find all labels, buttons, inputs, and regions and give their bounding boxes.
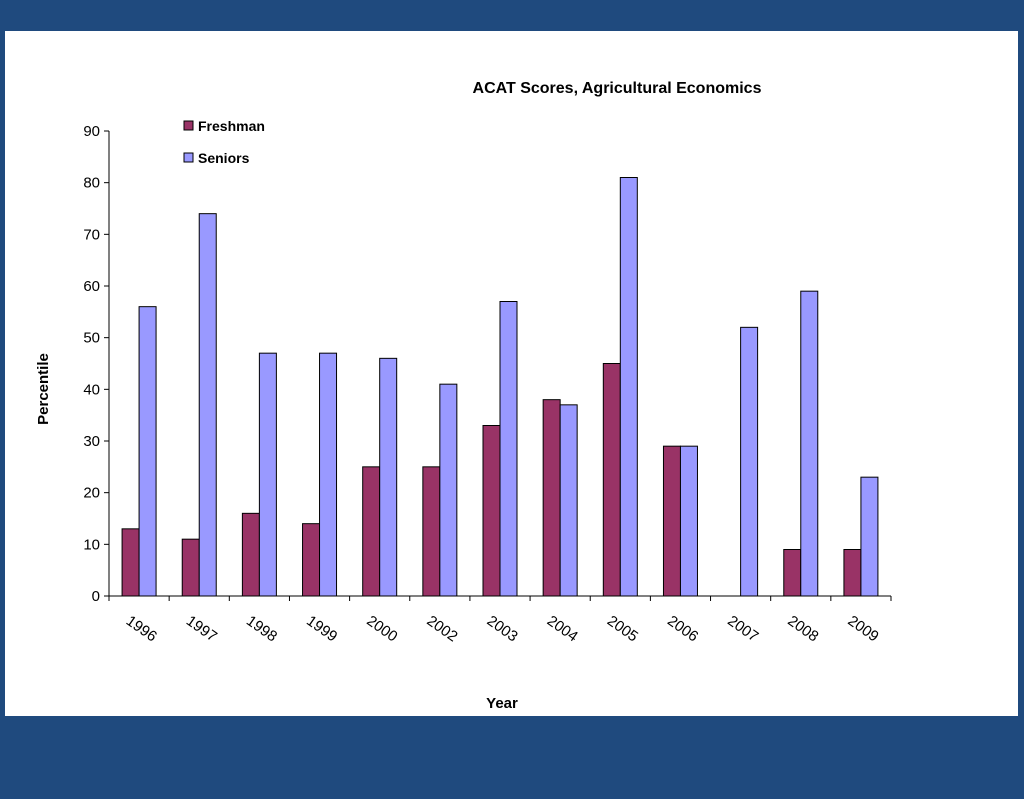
- x-axis: 1996 1997 1998 1999 2000 2002 2003 2004 2005 2006…: [108, 595, 892, 645]
- bar-freshman-2002: [422, 466, 441, 597]
- y-tick-label: 20: [83, 485, 100, 502]
- bar-freshman-2005: [602, 363, 621, 597]
- y-tick-label: 30: [83, 433, 100, 450]
- bar-freshman-1999: [302, 523, 321, 597]
- bar-seniors-1996: [138, 306, 157, 597]
- bar-seniors-1997: [198, 213, 217, 597]
- y-tick-label: 90: [83, 123, 100, 140]
- bar-freshman-2009: [843, 549, 862, 597]
- bar-freshman-1997: [181, 538, 200, 597]
- x-tick-label: 2009: [845, 612, 882, 645]
- x-tick-label: 2004: [544, 612, 581, 645]
- bar-seniors-2005: [619, 177, 638, 597]
- legend-label-freshman: Freshman: [198, 118, 265, 134]
- bar-freshman-2003: [482, 425, 501, 597]
- bar-seniors-2008: [800, 290, 819, 597]
- bar-freshman-2006: [662, 445, 681, 597]
- bar-seniors-2009: [860, 476, 879, 597]
- x-tick-label: 2006: [664, 612, 701, 645]
- legend-swatch-freshman: [183, 120, 194, 131]
- y-tick-label: 80: [83, 175, 100, 192]
- chart-slide: ACAT Scores, Agricultural Economics Perc…: [5, 31, 1018, 716]
- bar-seniors-1999: [319, 352, 338, 597]
- bar-freshman-1996: [121, 528, 140, 597]
- y-tick-label: 60: [83, 278, 100, 295]
- x-tick-label: 2007: [724, 612, 761, 645]
- chart-title: ACAT Scores, Agricultural Economics: [473, 80, 762, 97]
- bar-freshman-2000: [362, 466, 381, 597]
- x-tick-label: 2005: [604, 612, 641, 645]
- legend-label-seniors: Seniors: [198, 150, 250, 166]
- y-tick-label: 40: [83, 381, 100, 398]
- legend-swatch-seniors: [183, 152, 194, 163]
- x-tick-label: 2003: [484, 612, 521, 645]
- bar-freshman-1998: [241, 512, 260, 597]
- x-axis-title: Year: [486, 695, 518, 712]
- y-tick-label: 70: [83, 226, 100, 243]
- bar-freshman-2004: [542, 399, 561, 597]
- bar-seniors-2007: [740, 326, 759, 597]
- bars: [121, 177, 879, 597]
- y-axis: 0 10 20 30 40 50 60 70 80 90: [83, 123, 110, 605]
- y-tick-label: 50: [83, 330, 100, 347]
- x-tick-label: 2008: [784, 612, 821, 645]
- bar-seniors-1998: [258, 352, 277, 597]
- x-tick-label: 2002: [424, 612, 461, 645]
- x-tick-label: 1996: [123, 612, 160, 645]
- y-tick-label: 0: [92, 588, 100, 605]
- bar-chart: ACAT Scores, Agricultural Economics Perc…: [35, 80, 892, 712]
- bar-seniors-2006: [679, 445, 698, 597]
- y-tick-label: 10: [83, 536, 100, 553]
- x-tick-label: 1999: [303, 612, 340, 645]
- bar-seniors-2004: [559, 404, 578, 597]
- legend: Freshman Seniors: [183, 118, 265, 166]
- bar-freshman-2008: [783, 549, 802, 597]
- y-axis-title: Percentile: [35, 353, 52, 425]
- x-tick-label: 1997: [183, 612, 220, 645]
- bar-seniors-2002: [439, 383, 458, 597]
- bar-seniors-2000: [379, 357, 398, 597]
- bar-seniors-2003: [499, 301, 518, 597]
- x-tick-label: 2000: [363, 612, 400, 645]
- x-tick-label: 1998: [243, 612, 280, 645]
